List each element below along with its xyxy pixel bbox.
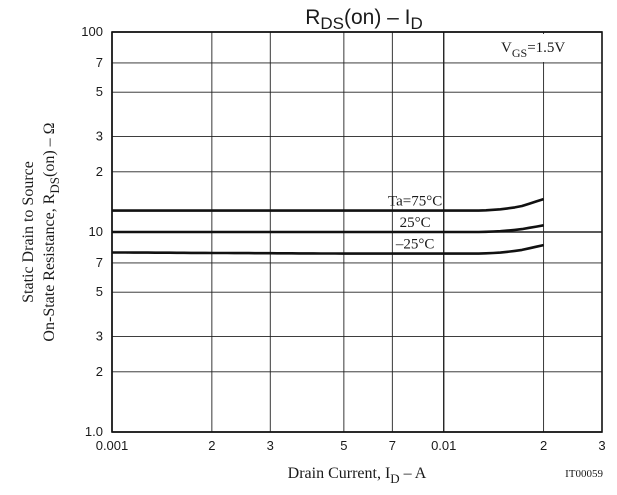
y-axis-label-line2: On-State Resistance, RDS(on) – Ω — [41, 122, 62, 341]
y-tick-label: 1.0 — [85, 424, 103, 439]
chart-title: RDS(on) – ID — [305, 6, 423, 33]
y-axis-label-text2: On-State Resistance, RDS(on) – Ω — [41, 122, 62, 341]
x-tick-label: 0.01 — [431, 438, 456, 453]
y-tick-label: 5 — [96, 284, 103, 299]
series-line — [112, 197, 544, 212]
y-tick-label: 2 — [96, 364, 103, 379]
series-label: 25°C — [400, 215, 431, 231]
condition-label: VGS=1.5V — [501, 40, 565, 60]
x-tick-label: 0.001 — [96, 438, 129, 453]
x-tick-label: 2 — [208, 438, 215, 453]
y-tick-label: 2 — [96, 164, 103, 179]
y-tick-label: 3 — [96, 129, 103, 144]
y-tick-label: 5 — [96, 84, 103, 99]
x-tick-label: 7 — [389, 438, 396, 453]
x-tick-label: 3 — [598, 438, 605, 453]
series-line — [112, 243, 544, 255]
series-line — [112, 224, 544, 234]
y-axis-label-text1: Static Drain to Source — [20, 161, 37, 303]
x-axis-label: Drain Current, ID – A — [288, 465, 427, 486]
x-tick-label: 2 — [540, 438, 547, 453]
y-tick-label: 10 — [89, 224, 103, 239]
series-label: –25°C — [395, 237, 435, 253]
y-tick-label: 3 — [96, 329, 103, 344]
series-label: Ta=75°C — [388, 194, 442, 210]
x-tick-label: 5 — [340, 438, 347, 453]
labels: 0.001 2 3 5 7 0.01 2 3 1.0 2 3 5 7 10 2 3 5 7 100 Ta=75°C 25… — [20, 6, 606, 486]
x-tick-label: 3 — [267, 438, 274, 453]
figure-id: IT00059 — [565, 468, 603, 480]
series-layer — [112, 197, 544, 255]
y-tick-label: 7 — [96, 255, 103, 270]
y-tick-label: 7 — [96, 55, 103, 70]
y-tick-label: 100 — [81, 24, 103, 39]
y-axis-label-line1: Static Drain to Source — [20, 161, 37, 303]
condition-label-bg — [496, 34, 600, 62]
